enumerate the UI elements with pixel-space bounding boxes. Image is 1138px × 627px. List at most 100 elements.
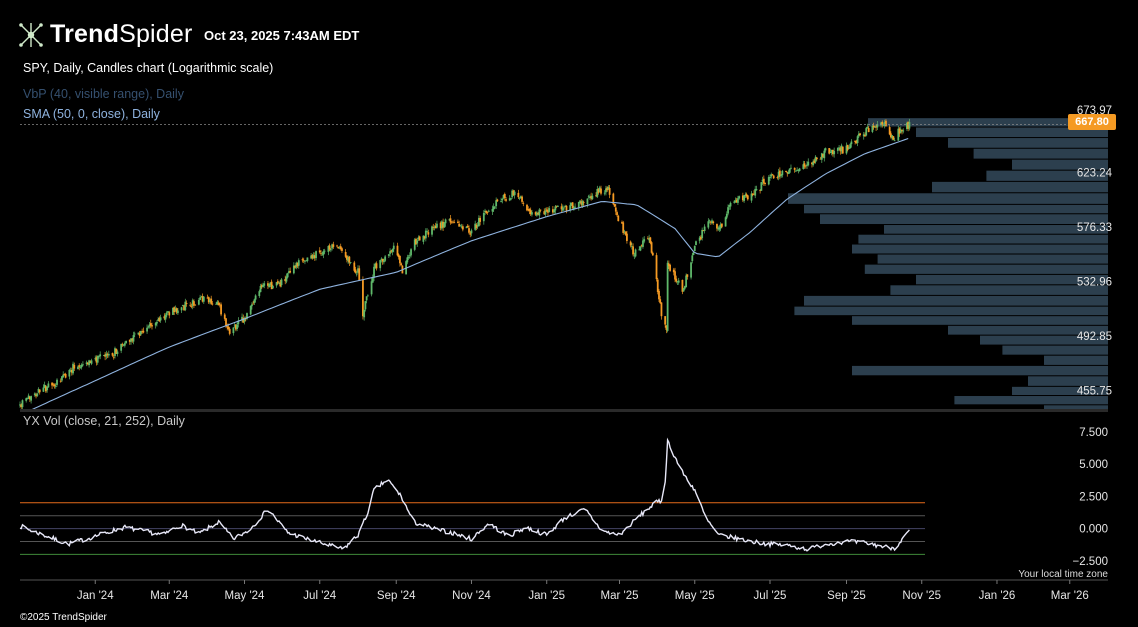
candle-body <box>682 288 685 292</box>
candle-body <box>510 198 512 200</box>
candle-body <box>294 265 296 268</box>
candle-body <box>743 195 745 201</box>
candle-body <box>655 255 658 280</box>
candle-body <box>138 333 141 336</box>
candle-body <box>656 279 659 292</box>
candle-body <box>77 366 79 370</box>
candle-body <box>72 363 74 374</box>
candle-body <box>133 333 136 335</box>
pane-divider-bar[interactable] <box>20 409 1108 412</box>
candle-body <box>581 201 584 206</box>
candle-body <box>703 226 706 232</box>
candle-body <box>137 332 140 335</box>
candle-body <box>470 230 473 234</box>
candle-body <box>880 122 882 126</box>
vbp-bar <box>868 118 1108 127</box>
candle-body <box>898 128 901 134</box>
candle-body <box>315 251 317 259</box>
candle-body <box>223 314 226 319</box>
candle-body <box>159 317 162 321</box>
candle-body <box>690 262 692 278</box>
candle-body <box>519 196 522 199</box>
candle-body <box>759 189 762 191</box>
candle-body <box>508 198 511 201</box>
vbp-bar <box>948 325 1108 335</box>
candle-body <box>882 124 885 126</box>
candle-body <box>727 207 729 214</box>
vbp-bar <box>864 264 1108 274</box>
vol-tick-label: 5.000 <box>1079 459 1108 471</box>
candle-body <box>659 299 662 304</box>
candle-body <box>358 268 361 281</box>
candle-body <box>724 217 727 227</box>
candle-body <box>613 204 616 207</box>
candle-body <box>210 298 213 304</box>
candle-body <box>371 277 374 283</box>
candle-body <box>648 238 651 241</box>
candle-body <box>349 262 352 263</box>
candle-body <box>104 354 107 357</box>
candle-body <box>466 225 469 228</box>
indicator-vbp-label[interactable]: VbP (40, visible range), Daily <box>23 87 184 101</box>
candle-body <box>391 249 394 252</box>
candle-body <box>243 318 246 322</box>
candle-body <box>649 237 652 244</box>
candle-body <box>513 191 516 196</box>
vbp-bar <box>948 138 1108 148</box>
candle-body <box>660 302 663 317</box>
candle-body <box>278 282 280 284</box>
candle-body <box>829 152 832 153</box>
candle-body <box>485 210 488 213</box>
indicator-sma-label[interactable]: SMA (50, 0, close), Daily <box>23 107 160 121</box>
candle-body <box>776 177 779 178</box>
candle-body <box>416 240 419 244</box>
candle-body <box>790 167 792 169</box>
candle-body <box>820 153 823 160</box>
candle-body <box>788 168 791 173</box>
time-tick-label: Nov '25 <box>902 590 941 602</box>
candle-body <box>415 239 417 245</box>
candle-body <box>461 226 464 230</box>
candle-body <box>147 326 150 328</box>
candle-body <box>292 265 295 274</box>
candle-body <box>226 326 229 328</box>
candle-body <box>804 165 807 167</box>
candle-body <box>458 223 461 227</box>
candle-body <box>616 212 618 216</box>
candle-body <box>632 246 634 255</box>
candle-body <box>854 140 857 142</box>
candle-body <box>433 226 436 228</box>
candle-body <box>284 279 287 282</box>
candle-body <box>902 130 905 132</box>
vbp-bar <box>788 193 1108 204</box>
candle-body <box>495 200 498 207</box>
candle-body <box>79 366 82 368</box>
pane-divider[interactable] <box>20 409 1108 412</box>
candle-body <box>798 168 801 171</box>
candle-body <box>512 190 515 196</box>
candle-body <box>459 225 462 227</box>
candle-body <box>667 263 670 266</box>
candle-body <box>443 222 446 228</box>
candle-body <box>373 266 375 278</box>
candle-body <box>691 255 694 261</box>
candle-body <box>548 208 551 212</box>
candle-body <box>750 193 753 201</box>
candle-body <box>664 316 667 325</box>
indicator-yxvol-label[interactable]: YX Vol (close, 21, 252), Daily <box>23 414 185 428</box>
vbp-bar <box>1028 376 1108 386</box>
candle-body <box>787 171 790 174</box>
timezone-note[interactable]: Your local time zone <box>1018 569 1108 580</box>
candle-body <box>444 219 447 224</box>
candle-body <box>107 353 110 356</box>
candle-body <box>651 252 654 256</box>
candle-body <box>341 248 343 251</box>
candle-body <box>46 386 49 391</box>
candle-body <box>893 140 896 142</box>
candle-body <box>111 352 114 356</box>
brand-logo: TrendSpider <box>18 20 193 49</box>
candle-body <box>728 205 731 207</box>
candle-body <box>622 222 625 233</box>
candle-body <box>251 304 253 307</box>
